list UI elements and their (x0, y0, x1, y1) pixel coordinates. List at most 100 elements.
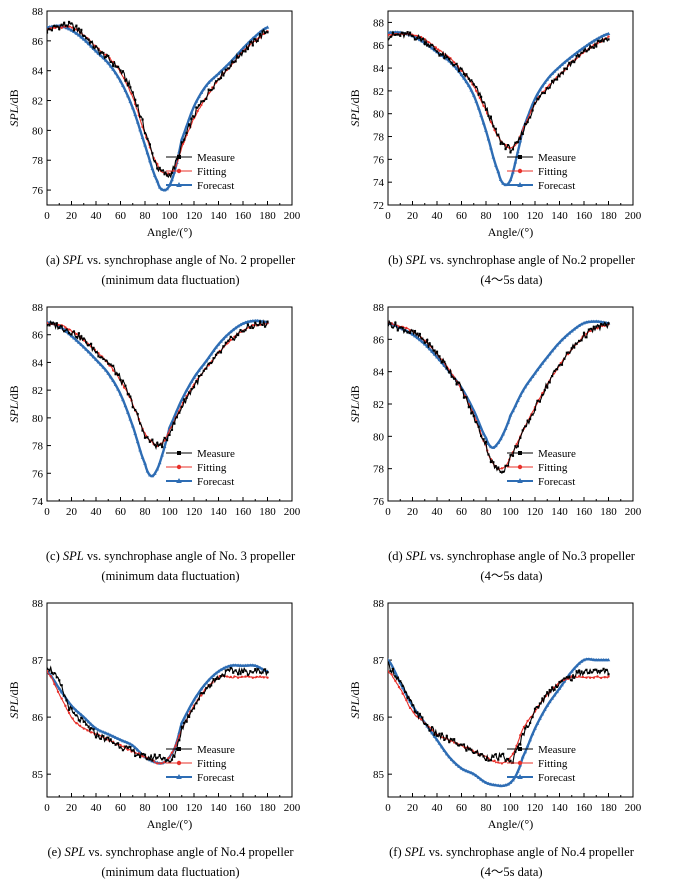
forecast-point (74, 31, 79, 35)
measure-point (263, 325, 267, 328)
forecast-point (445, 752, 449, 756)
measure-point (472, 83, 475, 86)
measure-point (178, 411, 181, 414)
forecast-point (579, 322, 584, 326)
measure-point (141, 753, 144, 756)
measure-point (602, 40, 605, 43)
measure-point (482, 755, 485, 758)
legend-label-measure: Measure (538, 448, 576, 460)
x-tick-label: 20 (407, 506, 419, 518)
measure-point (67, 708, 71, 711)
y-tick-label: 78 (32, 441, 44, 453)
forecast-point (474, 773, 478, 777)
y-axis-label-unit: /dB (348, 385, 362, 402)
forecast-point (160, 187, 164, 191)
measure-point (455, 62, 458, 65)
measure-point (565, 67, 568, 71)
forecast-point (520, 389, 525, 393)
forecast-point (604, 658, 608, 662)
fitting-point (599, 676, 603, 680)
caption-a-line2: (minimum data fluctuation) (101, 273, 240, 287)
measure-point (92, 728, 95, 731)
measure-point (388, 661, 390, 664)
forecast-point (398, 680, 403, 685)
x-tick-label: 140 (551, 210, 568, 222)
forecast-point (221, 336, 226, 341)
measure-point (604, 668, 608, 671)
forecast-point (503, 783, 508, 787)
forecast-point (511, 778, 515, 782)
y-tick-label: 88 (373, 302, 385, 314)
measure-point (426, 338, 429, 342)
measure-point (445, 56, 448, 59)
x-tick-label: 80 (481, 802, 493, 814)
measure-point (453, 377, 456, 380)
measure-point (183, 398, 186, 401)
x-tick-label: 200 (625, 210, 642, 222)
forecast-point (567, 56, 572, 60)
legend-label-measure: Measure (197, 152, 235, 164)
measure-point (70, 707, 73, 710)
forecast-point (123, 739, 128, 744)
forecast-point (584, 657, 589, 661)
forecast-point (599, 658, 603, 662)
legend-marker-fitting (517, 168, 523, 174)
measure-point (568, 61, 571, 64)
measure-point (529, 721, 532, 725)
measure-point (161, 758, 164, 761)
caption-b-line2: (4～5s data) (480, 273, 543, 287)
fitting-point (75, 722, 78, 725)
measure-point (431, 44, 434, 47)
measure-point (416, 332, 419, 335)
fitting-point (49, 675, 52, 678)
forecast-point (113, 735, 118, 739)
forecast-point (540, 84, 545, 88)
forecast-point (445, 57, 449, 61)
x-tick-label: 200 (625, 506, 642, 518)
forecast-point (530, 732, 535, 736)
measure-point (597, 324, 600, 327)
forecast-point (447, 755, 452, 759)
forecast-point (550, 349, 554, 353)
forecast-point (606, 31, 611, 36)
measure-point (477, 425, 480, 428)
forecast-point (118, 737, 123, 742)
forecast-point (457, 764, 461, 768)
x-tick-label: 140 (551, 802, 568, 814)
forecast-point (138, 448, 142, 452)
forecast-point (476, 775, 481, 779)
measure-point (467, 77, 470, 80)
forecast-point (476, 106, 481, 110)
x-tick-label: 80 (481, 210, 493, 222)
measure-point (234, 669, 237, 672)
forecast-point (400, 685, 405, 689)
measure-point (146, 758, 149, 761)
forecast-point (547, 352, 552, 356)
measure-point (472, 751, 475, 755)
chart-panel-f: 0 20 40 60 80 100 120 140 160 180 200 85 86 87 88 Angle… (341, 592, 682, 888)
forecast-point (209, 675, 213, 679)
forecast-point (206, 355, 211, 359)
y-tick-label: 85 (373, 769, 385, 781)
forecast-point (594, 37, 599, 41)
forecast-point (79, 712, 84, 717)
fitting-point (394, 679, 397, 683)
measure-point (82, 34, 85, 38)
measure-point (531, 109, 534, 112)
measure-point (543, 695, 546, 698)
forecast-point (155, 467, 160, 471)
measure-point (161, 445, 164, 449)
measure-point (416, 36, 419, 40)
measure-point (443, 360, 446, 364)
forecast-point (113, 382, 118, 387)
y-tick-label: 78 (373, 464, 385, 476)
forecast-point (545, 77, 550, 81)
measure-point (197, 104, 200, 107)
forecast-point (214, 73, 218, 78)
fitting-point (475, 89, 478, 93)
measure-point (192, 707, 196, 710)
forecast-point (224, 64, 228, 68)
measure-point (192, 115, 196, 118)
x-tick-label: 180 (600, 210, 617, 222)
y-tick-label: 76 (373, 154, 385, 166)
